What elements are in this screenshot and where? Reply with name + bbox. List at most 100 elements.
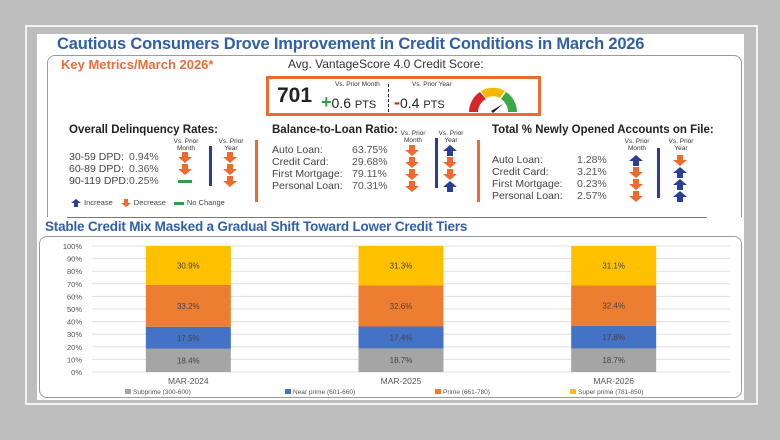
chart-title: Stable Credit Mix Masked a Gradual Shift… bbox=[45, 219, 468, 234]
y-tick-label: 0% bbox=[71, 368, 82, 377]
prior-year-caption: Vs. Prior Year bbox=[412, 81, 452, 88]
increase-arrow-icon bbox=[673, 191, 687, 202]
no-change-dash-icon bbox=[178, 180, 192, 183]
no-change-dash-icon bbox=[173, 201, 184, 205]
metric-label: 30-59 DPD: bbox=[69, 151, 124, 163]
legend-swatch bbox=[570, 389, 576, 394]
metric-label: 60-89 DPD: bbox=[69, 163, 124, 175]
bar-segment bbox=[571, 285, 657, 327]
new-accounts-title: Total % Newly Opened Accounts on File: bbox=[492, 124, 714, 136]
delinquency-year-header: Vs. Prior Year bbox=[218, 138, 244, 152]
x-tick-label: MAR-2026 bbox=[593, 376, 634, 386]
metric-value: 0.36% bbox=[129, 163, 159, 175]
legend-swatch bbox=[285, 389, 291, 394]
decrease-arrow-icon bbox=[629, 191, 643, 202]
btl-year-header: Vs. Prior Year bbox=[438, 130, 464, 144]
dashed-divider bbox=[388, 84, 389, 112]
legend-no-change: No Change bbox=[173, 198, 225, 207]
btl-month-header: Vs. Prior Month bbox=[400, 130, 426, 144]
metric-value: 29.68% bbox=[352, 156, 388, 168]
decrease-arrow-icon bbox=[405, 145, 419, 156]
metric-label: 90-119 DPD: bbox=[69, 175, 129, 187]
credit-score-value: 701 bbox=[277, 84, 313, 107]
pts-unit: PTS bbox=[354, 99, 377, 111]
indicator-legend: Increase Decrease No Change bbox=[71, 198, 225, 207]
prior-month-value: 0.6 bbox=[331, 95, 351, 111]
increase-arrow-icon bbox=[443, 181, 457, 192]
bar-segment bbox=[358, 326, 444, 349]
speedometer-gauge-icon bbox=[469, 87, 517, 113]
data-label: 30.9% bbox=[177, 261, 200, 270]
section-divider bbox=[477, 140, 480, 202]
metric-value: 63.75% bbox=[352, 144, 388, 156]
chart-panel: 0% 10% 20% 30% 40% 50% 60% 70% 80% 90% 100% 18.4% 17… bbox=[39, 236, 742, 398]
bar-segment bbox=[358, 246, 444, 286]
x-tick-label: MAR-2024 bbox=[168, 376, 209, 386]
data-label: 17.8% bbox=[602, 333, 625, 342]
metric-label: Personal Loan: bbox=[492, 190, 563, 202]
y-tick-label: 100% bbox=[63, 242, 83, 251]
decrease-arrow-icon bbox=[443, 157, 457, 168]
outer-frame bbox=[25, 25, 758, 405]
bar-segment bbox=[145, 348, 231, 372]
prior-month-caption: Vs. Prior Month bbox=[335, 81, 380, 88]
y-tick-label: 70% bbox=[67, 280, 82, 289]
legend-decrease: Decrease bbox=[120, 198, 166, 207]
increase-arrow-icon bbox=[673, 167, 687, 178]
infographic-page: Cautious Consumers Drove Improvement in … bbox=[37, 34, 744, 400]
bar-segment bbox=[145, 246, 231, 285]
y-tick-label: 30% bbox=[67, 330, 82, 339]
y-tick-label: 50% bbox=[67, 305, 82, 314]
decrease-arrow-icon bbox=[629, 167, 643, 178]
column-divider bbox=[657, 148, 660, 198]
credit-mix-chart: 0% 10% 20% 30% 40% 50% 60% 70% 80% 90% 100% 18.4% 17… bbox=[63, 242, 730, 396]
bar-segment bbox=[571, 246, 657, 286]
decrease-arrow-icon bbox=[629, 179, 643, 190]
data-label: 32.4% bbox=[602, 302, 625, 311]
data-label: 17.4% bbox=[390, 333, 413, 342]
x-tick-label: MAR-2025 bbox=[381, 376, 422, 386]
data-label: 18.4% bbox=[177, 356, 200, 365]
legend-increase: Increase bbox=[71, 198, 113, 207]
metric-value: 3.21% bbox=[577, 166, 607, 178]
data-label: 32.6% bbox=[390, 302, 413, 311]
column-divider bbox=[209, 146, 212, 186]
section-divider bbox=[255, 140, 258, 202]
metric-label: First Mortgage: bbox=[492, 178, 563, 190]
data-label: 18.7% bbox=[390, 356, 413, 365]
y-tick-label: 80% bbox=[67, 267, 82, 276]
decrease-arrow-icon bbox=[405, 169, 419, 180]
metric-label: Auto Loan: bbox=[492, 154, 543, 166]
credit-score-box: 701 Vs. Prior Month +0.6 PTS Vs. Prior Y… bbox=[266, 76, 541, 116]
legend-label: Near prime (601-660) bbox=[293, 389, 355, 396]
data-label: 33.2% bbox=[177, 302, 200, 311]
data-label: 31.3% bbox=[390, 262, 413, 271]
metric-label: Personal Loan: bbox=[272, 180, 343, 192]
page-title: Cautious Consumers Drove Improvement in … bbox=[57, 35, 645, 53]
key-metrics-label: Key Metrics/March 2026* bbox=[61, 57, 214, 72]
bar-segment bbox=[358, 285, 444, 327]
decrease-arrow-icon bbox=[223, 176, 237, 187]
y-tick-label: 10% bbox=[67, 355, 82, 364]
y-tick-label: 40% bbox=[67, 318, 82, 327]
prior-month-change: +0.6 PTS bbox=[321, 92, 376, 113]
metric-label: Auto Loan: bbox=[272, 144, 323, 156]
legend-label: Super prime (781-850) bbox=[578, 389, 643, 396]
metric-label: Credit Card: bbox=[272, 156, 329, 168]
legend-swatch bbox=[435, 389, 441, 394]
metric-value: 1.28% bbox=[577, 154, 607, 166]
increase-arrow-icon bbox=[71, 198, 81, 207]
bar-segment bbox=[358, 348, 444, 372]
metric-label: Credit Card: bbox=[492, 166, 549, 178]
decrease-arrow-icon bbox=[120, 198, 131, 207]
legend-label: Prime (661-780) bbox=[443, 389, 490, 396]
metric-value: 0.94% bbox=[129, 151, 159, 163]
decrease-arrow-icon bbox=[223, 164, 237, 175]
decrease-arrow-icon bbox=[405, 181, 419, 192]
bar-segment bbox=[571, 326, 657, 349]
increase-arrow-icon bbox=[629, 155, 643, 166]
decrease-arrow-icon bbox=[443, 169, 457, 180]
metric-value: 79.11% bbox=[352, 168, 387, 180]
decrease-arrow-icon bbox=[178, 164, 192, 175]
data-label: 17.5% bbox=[177, 334, 200, 343]
